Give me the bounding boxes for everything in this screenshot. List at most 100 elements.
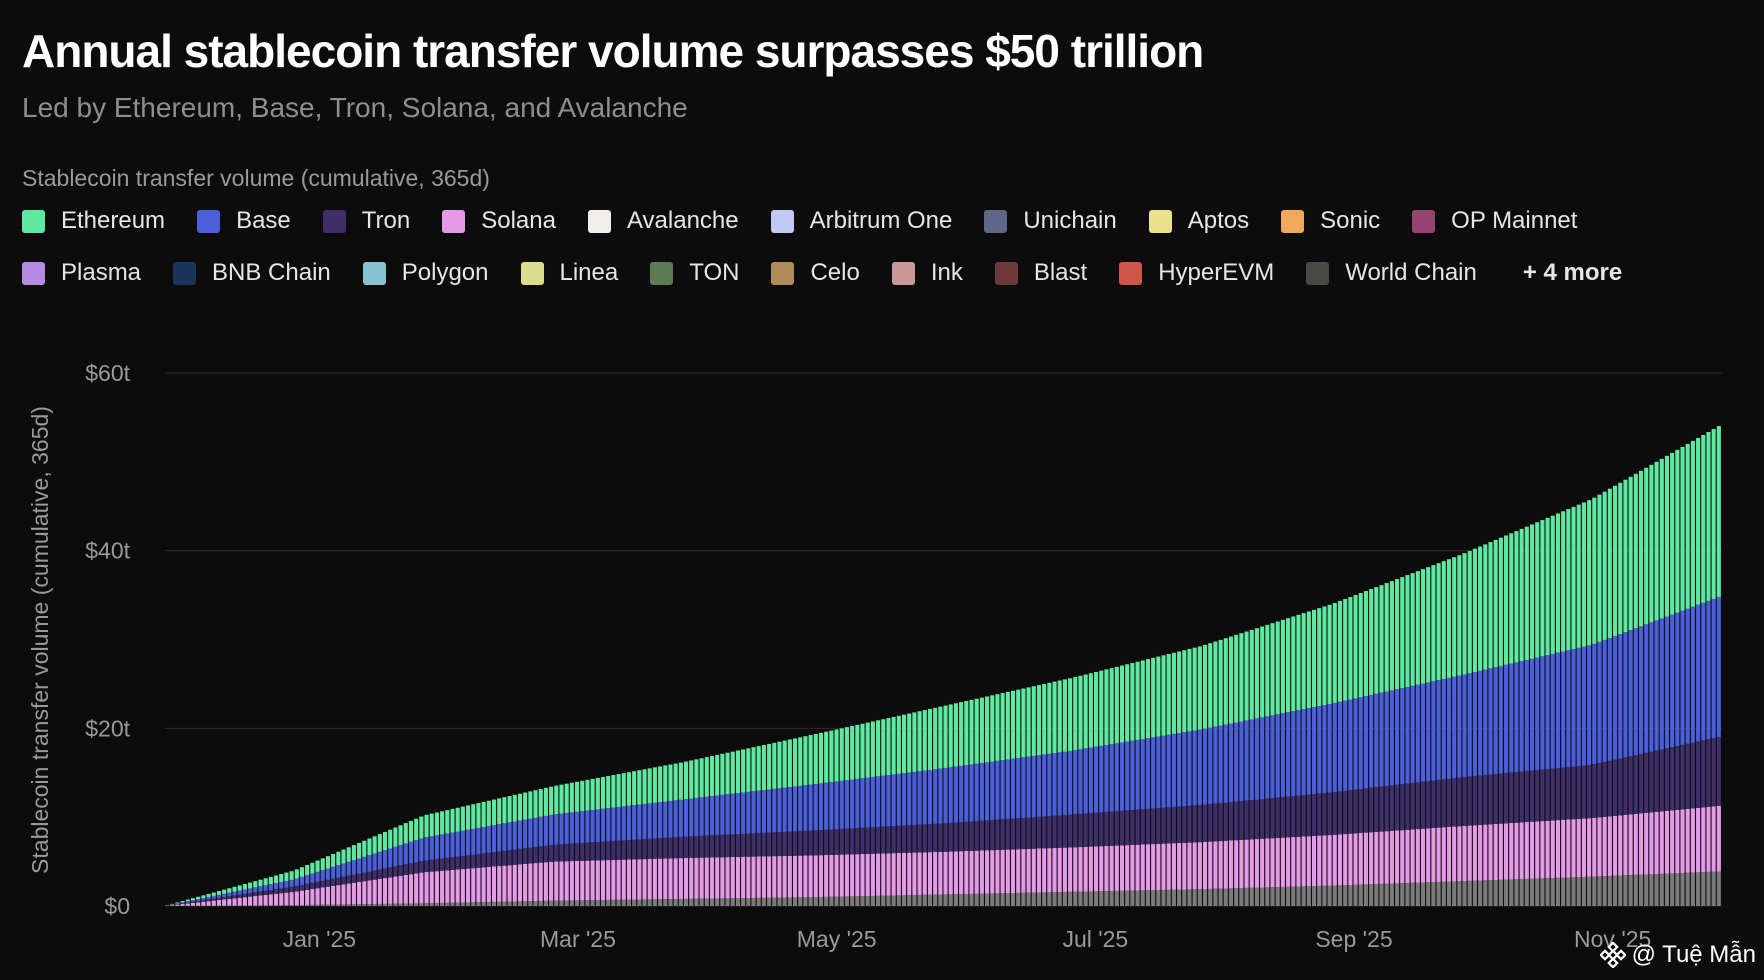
bar-segment-solana	[1395, 830, 1400, 884]
bar-segment-other	[1280, 886, 1285, 906]
stacked-bar	[273, 875, 279, 906]
bar-segment-tron	[1405, 783, 1410, 830]
bar-segment-other	[767, 897, 772, 906]
bar-segment-solana	[1343, 834, 1348, 886]
legend-item-avalanche[interactable]: Avalanche	[587, 207, 739, 235]
bar-segment-base	[1280, 713, 1285, 798]
stacked-bar	[455, 807, 460, 906]
bar-segment-other	[834, 896, 839, 906]
bar-segment-solana	[1467, 825, 1472, 881]
bar-segment-solana	[704, 857, 709, 899]
legend-swatch	[22, 261, 45, 285]
bar-segment-other	[1114, 890, 1119, 906]
bar-segment-base	[611, 807, 616, 842]
stacked-bar	[1514, 531, 1519, 906]
legend-more-button[interactable]: + 4 more	[1522, 259, 1623, 286]
stacked-bar	[985, 696, 990, 906]
bar-segment-solana	[481, 867, 486, 903]
legend-item-arbitrum-one[interactable]: Arbitrum One	[770, 207, 952, 235]
bar-segment-tron	[1472, 775, 1477, 826]
bar-segment-ethereum	[1291, 616, 1296, 712]
bar-segment-ethereum	[720, 753, 725, 795]
bar-segment-other	[1555, 877, 1561, 906]
bar-segment-solana	[1576, 818, 1581, 878]
stacked-bar	[995, 694, 1000, 906]
bar-segment-other	[1322, 885, 1327, 906]
bar-segment-base	[1379, 692, 1384, 787]
bar-segment-tron	[351, 874, 356, 883]
bar-segment-tron	[248, 893, 253, 897]
bar-segment-solana	[377, 878, 382, 904]
bar-segment-base	[1405, 686, 1410, 784]
bar-segment-base	[948, 767, 953, 823]
legend-item-plasma[interactable]: Plasma	[22, 259, 141, 287]
bar-segment-solana	[860, 854, 865, 897]
bar-segment-solana	[964, 851, 969, 894]
legend-item-op-mainnet[interactable]: OP Mainnet	[1412, 207, 1577, 235]
bar-segment-solana	[658, 858, 663, 900]
bar-segment-tron	[1664, 748, 1669, 811]
legend-item-linea[interactable]: Linea	[520, 259, 618, 287]
stacked-bar	[1332, 602, 1337, 906]
bar-segment-base	[798, 785, 803, 832]
bar-segment-other	[294, 905, 299, 906]
legend-item-bnb-chain[interactable]: BNB Chain	[173, 259, 331, 287]
bar-segment-ethereum	[632, 771, 637, 806]
stacked-bar	[227, 888, 232, 906]
legend-item-ethereum[interactable]: Ethereum	[22, 207, 165, 235]
bar-segment-tron	[372, 870, 377, 880]
bar-segment-solana	[1644, 812, 1649, 875]
bar-segment-other	[1052, 892, 1057, 906]
bar-segment-tron	[1685, 743, 1690, 809]
legend-item-ton[interactable]: TON	[650, 259, 739, 287]
stacked-bar	[1322, 606, 1327, 906]
bar-segment-ethereum	[1514, 531, 1519, 663]
bar-segment-tron	[1701, 740, 1706, 808]
bar-segment-base	[1228, 723, 1234, 802]
bar-segment-base	[196, 899, 201, 901]
legend-item-base[interactable]: Base	[197, 207, 291, 235]
bar-segment-tron	[652, 838, 657, 859]
bar-segment-base	[1446, 677, 1452, 779]
bar-segment-ethereum	[1094, 671, 1099, 747]
legend-item-blast[interactable]: Blast	[994, 259, 1087, 287]
bar-segment-other	[1716, 871, 1721, 906]
legend-item-sonic[interactable]: Sonic	[1281, 207, 1380, 235]
stacked-bar	[881, 719, 886, 906]
bar-segment-base	[1576, 647, 1581, 766]
bar-segment-base	[1130, 740, 1135, 810]
bar-segment-base	[1436, 680, 1441, 780]
stacked-bar	[1478, 546, 1483, 906]
bar-segment-ethereum	[1472, 548, 1477, 673]
bar-segment-base	[626, 805, 631, 841]
legend-item-world-chain[interactable]: World Chain	[1306, 259, 1477, 287]
bar-segment-ethereum	[1228, 636, 1234, 724]
legend-item-hyperevm[interactable]: HyperEVM	[1119, 259, 1274, 287]
legend-swatch	[1412, 209, 1436, 233]
bar-segment-other	[907, 895, 912, 906]
legend-item-polygon[interactable]: Polygon	[362, 259, 489, 287]
bar-segment-base	[1529, 658, 1535, 771]
bar-segment-base	[1083, 748, 1088, 814]
bar-segment-ethereum	[1410, 573, 1415, 686]
bar-segment-tron	[725, 834, 730, 858]
bar-segment-ethereum	[616, 774, 621, 807]
legend-item-unichain[interactable]: Unichain	[984, 207, 1117, 235]
legend-item-aptos[interactable]: Aptos	[1148, 207, 1249, 235]
bar-segment-ethereum	[222, 889, 227, 894]
bar-segment-ethereum	[1680, 446, 1685, 611]
bar-segment-other	[1535, 878, 1540, 906]
stacked-bar	[1275, 621, 1280, 906]
bar-segment-tron	[497, 851, 502, 867]
bar-segment-base	[310, 873, 315, 883]
legend-item-celo[interactable]: Celo	[771, 259, 860, 287]
bar-segment-tron	[580, 842, 585, 861]
legend-item-tron[interactable]: Tron	[322, 207, 410, 235]
legend-item-ink[interactable]: Ink	[891, 259, 963, 287]
stacked-bar	[1410, 573, 1415, 906]
bar-segment-base	[824, 782, 829, 830]
bar-segment-solana	[715, 857, 720, 899]
legend-item-solana[interactable]: Solana	[442, 207, 556, 235]
bar-segment-other	[424, 903, 429, 906]
bar-segment-ethereum	[559, 784, 564, 814]
